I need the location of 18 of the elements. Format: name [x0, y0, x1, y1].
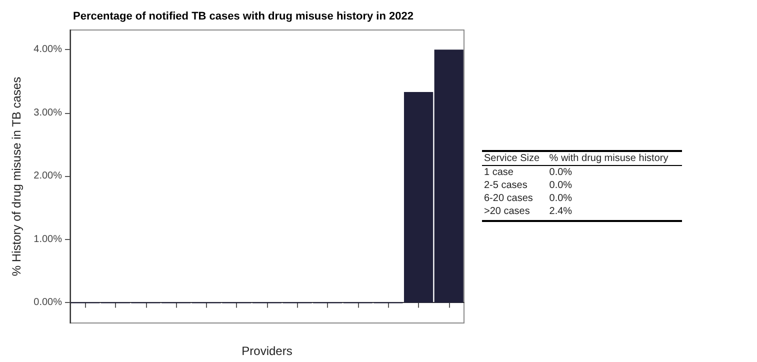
y-tick-label: 0.00% — [34, 297, 62, 308]
x-axis-title: Providers — [242, 344, 292, 358]
y-tick-label: 2.00% — [34, 170, 62, 182]
y-tick-label: 3.00% — [34, 107, 62, 118]
text: 2.4% — [549, 206, 572, 217]
text: % with drug misuse history — [547, 151, 682, 166]
y-axis-title: % History of drug misuse in TB cases — [10, 76, 24, 276]
text: 0.0% — [549, 167, 572, 178]
text: 0.0% — [549, 193, 572, 204]
category-label: 2-5 cases — [483, 179, 528, 192]
category-label: 1 case — [483, 166, 514, 179]
category-label: >20 cases — [482, 205, 548, 221]
category-label: 6-20 cases — [483, 192, 534, 205]
chart-title: Percentage of notified TB cases with drug misuse history in 2022 — [73, 10, 414, 22]
text: Service Size — [482, 151, 548, 166]
text: 0.0% — [549, 180, 572, 191]
y-tick-label: 4.00% — [34, 44, 62, 56]
y-tick-label: 1.00% — [34, 234, 62, 245]
